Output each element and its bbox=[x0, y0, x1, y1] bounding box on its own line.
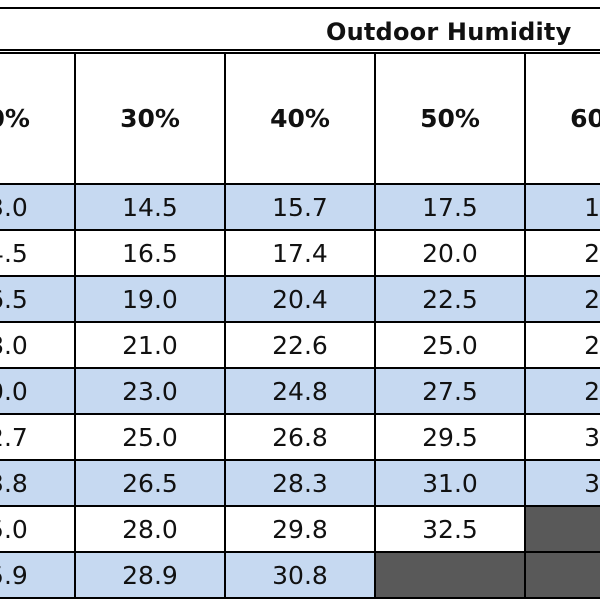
humidity-table: 20%30%40%50%60% 13.014.515.717.51914.516… bbox=[0, 52, 600, 599]
table-cell: 20.0 bbox=[0, 367, 76, 415]
table-row: 14.516.517.420.021 bbox=[0, 229, 600, 277]
table-cell: 22.7 bbox=[0, 413, 76, 461]
table-cell: 20.4 bbox=[224, 275, 376, 323]
table-row: 25.028.029.832.5 bbox=[0, 505, 600, 553]
table-cell: 17.5 bbox=[374, 183, 526, 231]
table-cell: 29.5 bbox=[374, 413, 526, 461]
table-cell: 27.5 bbox=[374, 367, 526, 415]
table-row: 23.826.528.331.033 bbox=[0, 459, 600, 507]
table-cell: 26.5 bbox=[74, 459, 226, 507]
table-row: 22.725.026.829.531 bbox=[0, 413, 600, 461]
table-cell: 32.5 bbox=[374, 505, 526, 553]
table-cell: 26 bbox=[524, 321, 600, 369]
table-cell: 23.8 bbox=[0, 459, 76, 507]
table-cell: 30.8 bbox=[224, 551, 376, 599]
table-cell: 25.0 bbox=[374, 321, 526, 369]
table-cell: 14.5 bbox=[0, 229, 76, 277]
table-cell: 22.6 bbox=[224, 321, 376, 369]
table-cell: 24.8 bbox=[224, 367, 376, 415]
table-cell: 28.3 bbox=[224, 459, 376, 507]
table-cell: 29 bbox=[524, 367, 600, 415]
header-row: 20%30%40%50%60% bbox=[0, 52, 600, 185]
table-cell: 14.5 bbox=[74, 183, 226, 231]
table-cell: 16.5 bbox=[0, 275, 76, 323]
table-cell: 21.0 bbox=[74, 321, 226, 369]
column-header: 60% bbox=[524, 52, 600, 185]
table-cell: 29.8 bbox=[224, 505, 376, 553]
table-cell: 28.9 bbox=[74, 551, 226, 599]
table-body: 13.014.515.717.51914.516.517.420.02116.5… bbox=[0, 183, 600, 599]
column-header: 40% bbox=[224, 52, 376, 185]
table-cell: 28.0 bbox=[74, 505, 226, 553]
table-cell: 18.0 bbox=[0, 321, 76, 369]
table-cell: 26.8 bbox=[224, 413, 376, 461]
table-cell: 19 bbox=[524, 183, 600, 231]
table-cell: 21 bbox=[524, 229, 600, 277]
table-cell: 25.9 bbox=[0, 551, 76, 599]
table-cell: 25.0 bbox=[74, 413, 226, 461]
table-row: 20.023.024.827.529 bbox=[0, 367, 600, 415]
table-cell: 22.5 bbox=[374, 275, 526, 323]
table-cell: 17.4 bbox=[224, 229, 376, 277]
title-row: Outdoor Humidity bbox=[0, 7, 600, 51]
table-cell: 33 bbox=[524, 459, 600, 507]
table-row: 18.021.022.625.026 bbox=[0, 321, 600, 369]
table-cell: 23.0 bbox=[74, 367, 226, 415]
table-cell: 16.5 bbox=[74, 229, 226, 277]
empty-cell bbox=[524, 505, 600, 553]
table-cell: 20.0 bbox=[374, 229, 526, 277]
empty-cell bbox=[374, 551, 526, 599]
table-cell: 13.0 bbox=[0, 183, 76, 231]
table-cell: 31.0 bbox=[374, 459, 526, 507]
table-row: 16.519.020.422.523 bbox=[0, 275, 600, 323]
empty-cell bbox=[524, 551, 600, 599]
table-cell: 19.0 bbox=[74, 275, 226, 323]
table-cell: 31 bbox=[524, 413, 600, 461]
column-header: 50% bbox=[374, 52, 526, 185]
table-row: 13.014.515.717.519 bbox=[0, 183, 600, 231]
table-row: 25.928.930.8 bbox=[0, 551, 600, 599]
column-header: 30% bbox=[74, 52, 226, 185]
table-cell: 25.0 bbox=[0, 505, 76, 553]
column-header: 20% bbox=[0, 52, 76, 185]
table-cell: 23 bbox=[524, 275, 600, 323]
table-title: Outdoor Humidity bbox=[326, 18, 572, 46]
table-cell: 15.7 bbox=[224, 183, 376, 231]
